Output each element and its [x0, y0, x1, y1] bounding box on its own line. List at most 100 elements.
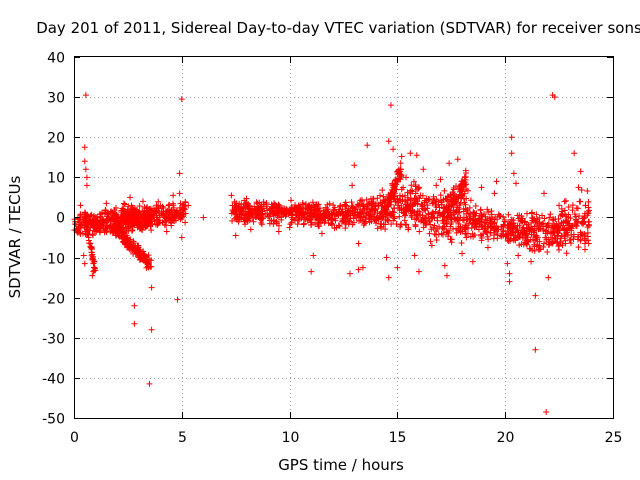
data-point	[355, 202, 362, 209]
data-point	[463, 221, 470, 228]
data-point	[138, 220, 145, 227]
data-point	[478, 211, 485, 218]
data-point	[478, 232, 485, 239]
data-point	[398, 153, 405, 160]
y-tick-label: -20	[42, 292, 65, 308]
x-axis-label: GPS time / hours	[278, 456, 404, 474]
data-point	[387, 211, 394, 218]
data-point	[374, 225, 381, 232]
data-point	[569, 207, 576, 214]
data-point	[585, 222, 592, 229]
data-point	[125, 203, 132, 210]
data-point	[315, 223, 322, 230]
data-point	[244, 217, 251, 224]
y-tick-label: -50	[42, 412, 65, 428]
data-point	[528, 225, 535, 232]
data-point	[379, 187, 386, 194]
data-point	[396, 204, 403, 211]
data-point	[403, 221, 410, 228]
data-point	[348, 199, 355, 206]
data-point	[287, 221, 294, 228]
data-point	[454, 214, 461, 221]
data-point	[390, 146, 397, 153]
data-point	[539, 212, 546, 219]
data-point	[232, 232, 239, 239]
data-point	[525, 238, 532, 245]
data-point	[373, 214, 380, 221]
data-point	[231, 198, 238, 205]
data-point	[403, 208, 410, 215]
data-point	[404, 189, 411, 196]
data-point	[445, 227, 452, 234]
data-point	[92, 228, 99, 235]
data-point	[342, 218, 349, 225]
data-point	[413, 152, 420, 159]
data-point	[85, 213, 92, 220]
data-point	[407, 196, 414, 203]
data-point	[393, 221, 400, 228]
x-tick-label: 5	[178, 430, 187, 446]
data-point	[457, 200, 464, 207]
data-point	[567, 236, 574, 243]
data-point	[561, 207, 568, 214]
data-point	[90, 268, 97, 275]
data-point	[397, 166, 404, 173]
data-point	[185, 202, 192, 209]
x-tick-label: 25	[605, 430, 623, 446]
data-point	[89, 232, 96, 239]
data-point	[296, 211, 303, 218]
data-point	[310, 252, 317, 259]
y-tick-label: -40	[42, 372, 65, 388]
data-point	[567, 240, 574, 247]
data-point	[387, 198, 394, 205]
data-point	[313, 201, 320, 208]
data-point	[433, 231, 440, 238]
data-point	[397, 160, 404, 167]
data-point	[437, 192, 444, 199]
data-point	[470, 213, 477, 220]
data-point	[182, 219, 189, 226]
data-point	[468, 224, 475, 231]
data-point	[121, 232, 128, 239]
data-point	[385, 138, 392, 145]
data-point	[420, 218, 427, 225]
data-point	[491, 225, 498, 232]
data-point	[286, 224, 293, 231]
data-point	[443, 272, 450, 279]
data-point	[516, 233, 523, 240]
data-point	[366, 219, 373, 226]
data-point	[89, 251, 96, 258]
data-point	[144, 256, 151, 263]
data-point	[466, 204, 473, 211]
data-point	[308, 268, 315, 275]
data-point	[533, 232, 540, 239]
data-point	[495, 211, 502, 218]
data-point	[411, 252, 418, 259]
data-point	[562, 240, 569, 247]
data-point	[573, 205, 580, 212]
data-point	[472, 203, 479, 210]
data-point	[528, 219, 535, 226]
data-point	[412, 216, 419, 223]
data-point	[351, 162, 358, 169]
data-point	[532, 346, 539, 353]
data-point	[446, 160, 453, 167]
data-point	[135, 244, 142, 251]
data-point	[412, 190, 419, 197]
data-point	[425, 211, 432, 218]
data-point	[127, 218, 134, 225]
data-point	[254, 207, 261, 214]
data-point	[514, 222, 521, 229]
data-point	[127, 194, 134, 201]
data-point	[402, 221, 409, 228]
data-point	[539, 223, 546, 230]
data-point	[83, 224, 90, 231]
data-point	[458, 178, 465, 185]
data-point	[160, 204, 167, 211]
data-point	[118, 232, 125, 239]
axis-ticks: 40 30 20 10 0 -10 -20 -30 -40 -50 0 5 10 15 20 25	[42, 51, 622, 447]
data-point	[108, 208, 115, 215]
data-point	[79, 230, 86, 237]
data-point	[472, 223, 479, 230]
data-point	[408, 182, 415, 189]
